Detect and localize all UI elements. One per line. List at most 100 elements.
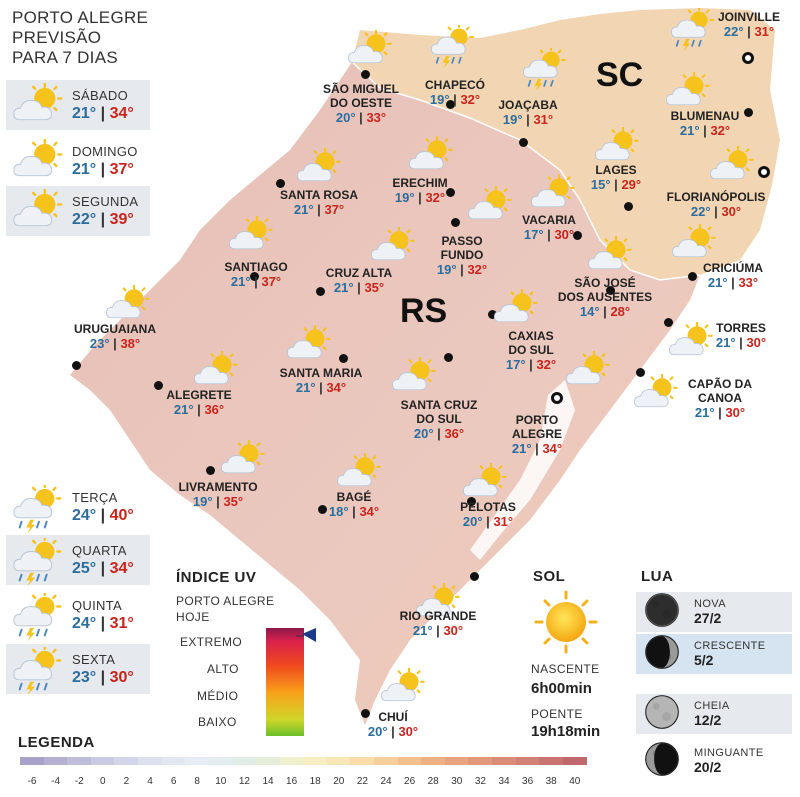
temp-separator: | [486, 514, 490, 529]
state-label-sc: SC [596, 56, 644, 94]
sunrise-label: NASCENTE [531, 662, 600, 676]
city-min-temp: 21° [230, 274, 251, 289]
city-label: CRUZ ALTA 21° | 35° [304, 266, 414, 296]
city-marker-dot [446, 100, 455, 109]
city-max-temp: 32° [467, 262, 488, 277]
uv-title: ÍNDICE UV [176, 569, 257, 586]
legend-color-cell [397, 757, 422, 765]
city-min-temp: 21° [694, 405, 715, 420]
uv-level-baixo: BAIXO [198, 715, 237, 729]
city-label: SÃO JOSÉ DOS AUSENTES 14° | 28° [550, 276, 660, 320]
city-label: CAXIAS DO SUL 17° | 32° [476, 329, 586, 373]
city-name: ALEGRETE [166, 388, 232, 402]
temp-separator: | [418, 190, 422, 205]
waning-moon-icon [644, 741, 680, 782]
city-name: URUGUAIANA [74, 322, 156, 336]
sun-cloud-icon [465, 185, 515, 229]
legend-color-cell [444, 757, 469, 765]
city-marker-dot [519, 138, 528, 147]
title-line-2: PREVISÃO [12, 28, 102, 47]
legend-color-cell [256, 757, 281, 765]
temp-separator: | [391, 724, 395, 739]
legend-color-cell [20, 757, 45, 765]
legend-color-cell [374, 757, 399, 765]
legend-color-cell [90, 757, 115, 765]
city-max-temp: 33° [738, 275, 759, 290]
city-label: SANTA ROSA 21° | 37° [264, 188, 374, 218]
city-min-temp: 19° [436, 262, 457, 277]
city-name: CAXIAS [508, 329, 554, 343]
sun-cloud-icon [368, 226, 418, 270]
legend-color-cell [492, 757, 517, 765]
temp-separator: | [357, 280, 361, 295]
moon-phase-name: MINGUANTE [694, 747, 764, 759]
city-max-temp: 36° [444, 426, 465, 441]
city-label: CAPÃO DA CANOA 21° | 30° [665, 377, 775, 421]
city-name: PELOTAS [460, 500, 516, 514]
city-name-line2: DO OESTE [329, 96, 392, 110]
city-marker-dot [446, 188, 455, 197]
sun-cloud-icon [585, 235, 635, 279]
city-name-line2: DO SUL [508, 343, 554, 357]
sun-cloud-icon [491, 288, 541, 332]
city-label: PORTO ALEGRE 21° | 34° [482, 413, 592, 457]
sun-cloud-icon [378, 667, 428, 711]
city-max-temp: 30° [721, 204, 742, 219]
city-max-temp: 37° [261, 274, 282, 289]
city-name: CRICIÚMA [703, 261, 763, 275]
new-moon-icon [644, 592, 680, 633]
temp-separator: | [535, 441, 539, 456]
city-min-temp: 20° [367, 724, 388, 739]
day-forecast-4: QUARTA 25° | 34° [6, 535, 150, 587]
city-max-temp: 30° [443, 623, 464, 638]
city-name-line2: DOS AUSENTES [557, 290, 653, 304]
city-marker-dot [636, 368, 645, 377]
city-min-temp: 21° [511, 441, 532, 456]
storm-icon [10, 483, 68, 534]
city-label: SANTIAGO 21° | 37° [201, 260, 311, 290]
legend-color-cell [67, 757, 92, 765]
city-max-temp: 30° [725, 405, 746, 420]
storm-icon [10, 645, 68, 696]
city-max-temp: 35° [223, 494, 244, 509]
temp-separator: | [747, 24, 751, 39]
moon-phase-name: CRESCENTE [694, 640, 766, 652]
moon-phase-name: CHEIA [694, 700, 730, 712]
storm-icon [10, 591, 68, 642]
legend-value: 36 [522, 776, 534, 787]
day-min-temp: 24° [72, 506, 97, 524]
city-name: JOAÇABA [498, 98, 558, 112]
day-max-temp: 34° [109, 104, 134, 122]
city-marker-dot [573, 231, 582, 240]
city-max-temp: 34° [326, 380, 347, 395]
lagoa-dos-patos [470, 380, 575, 560]
temp-separator: | [718, 405, 722, 420]
city-marker-dot [250, 272, 259, 281]
uv-level-extremo: EXTREMO [180, 635, 243, 649]
legend-value: 20 [333, 776, 345, 787]
lua-title: LUA [641, 568, 674, 585]
day-max-temp: 40° [109, 506, 134, 524]
city-max-temp: 36° [204, 402, 225, 417]
city-marker-dot [361, 70, 370, 79]
city-label: CHAPECÓ 19° | 32° [400, 78, 510, 108]
temp-separator: | [100, 506, 106, 524]
sun-cloud-icon [294, 147, 344, 191]
uv-level-medio: MÉDIO [197, 689, 239, 703]
city-label: LIVRAMENTO 19° | 35° [163, 480, 273, 510]
city-label: ALEGRETE 21° | 36° [144, 388, 254, 418]
city-marker-dot [664, 318, 673, 327]
legend-value: -4 [51, 776, 61, 787]
city-max-temp: 32° [425, 190, 446, 205]
sun-cloud-icon [10, 138, 68, 183]
city-name-line2: ALEGRE [511, 427, 562, 441]
state-label-rs: RS [400, 292, 448, 330]
legend-value: -6 [27, 776, 37, 787]
city-min-temp: 23° [89, 336, 110, 351]
city-min-temp: 19° [502, 112, 523, 127]
city-name: PORTO [515, 413, 559, 427]
city-label: CHUÍ 20° | 30° [338, 710, 448, 740]
day-max-temp: 34° [109, 559, 134, 577]
city-name: ERECHIM [392, 176, 448, 190]
temp-separator: | [359, 110, 363, 125]
